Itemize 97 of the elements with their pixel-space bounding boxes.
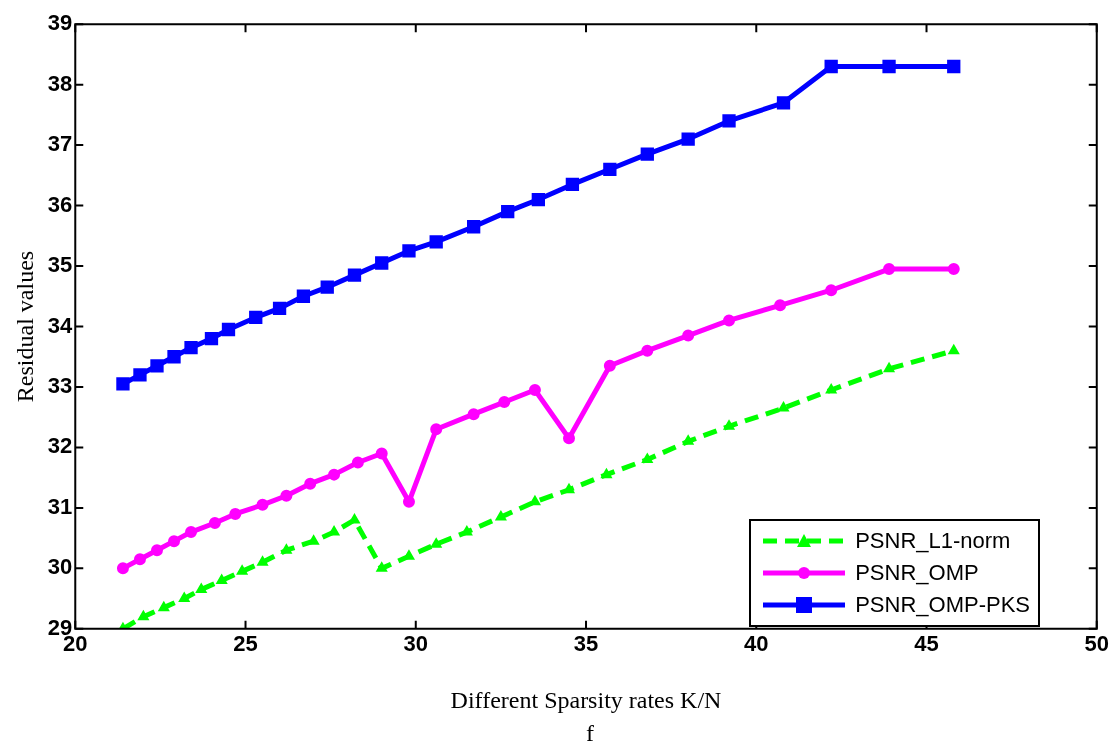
point: [133, 553, 146, 566]
point: [641, 453, 653, 464]
point: [256, 498, 269, 511]
point: [351, 456, 364, 469]
point: [824, 59, 838, 74]
point: [195, 583, 207, 593]
point: [158, 601, 170, 612]
y-tick-label: 36: [47, 191, 73, 217]
y-tick-label: 35: [47, 252, 73, 278]
point: [825, 383, 837, 394]
legend-label: PSNR_L1-norm: [855, 528, 1011, 554]
point: [778, 402, 789, 412]
point: [375, 447, 388, 460]
point: [204, 331, 219, 346]
point: [501, 204, 515, 219]
y-tick-label: 30: [47, 554, 73, 580]
x-tick-label: 30: [403, 631, 429, 657]
point: [641, 344, 654, 357]
point: [883, 362, 895, 373]
y-tick-label: 39: [47, 10, 73, 36]
point: [178, 592, 190, 603]
point: [281, 544, 292, 554]
point: [168, 535, 181, 548]
x-tick-label: 50: [1084, 631, 1110, 657]
point: [467, 220, 481, 234]
point: [257, 556, 268, 566]
point: [682, 435, 694, 445]
point: [883, 263, 896, 276]
point: [467, 408, 480, 421]
point: [320, 280, 334, 294]
x-tick-label: 35: [573, 631, 599, 657]
point: [375, 256, 389, 270]
y-tick-label: 38: [47, 70, 73, 96]
point: [349, 513, 360, 524]
point: [116, 377, 130, 391]
point: [138, 610, 149, 621]
point: [882, 59, 896, 74]
point: [296, 289, 311, 303]
point: [229, 507, 242, 520]
point: [150, 359, 164, 373]
point: [495, 510, 507, 521]
legend-label: PSNR_OMP: [855, 560, 979, 586]
point: [116, 562, 129, 575]
point: [682, 329, 695, 342]
point: [562, 432, 575, 445]
point: [774, 299, 787, 312]
point: [430, 423, 443, 436]
point: [723, 420, 735, 430]
point: [167, 350, 181, 364]
point: [531, 192, 546, 207]
y-tick-label: 33: [47, 373, 73, 399]
point: [402, 244, 416, 258]
point: [947, 59, 961, 74]
x-tick-label: 25: [233, 631, 258, 657]
point: [603, 359, 616, 372]
point: [249, 310, 263, 325]
y-tick-label: 37: [47, 131, 73, 157]
y-tick-label: 32: [47, 433, 73, 459]
point: [723, 314, 736, 327]
point: [184, 341, 198, 355]
point: [376, 562, 388, 572]
point: [304, 477, 317, 490]
point: [402, 495, 415, 508]
point: [528, 383, 541, 396]
text: f: [585, 720, 595, 747]
point: [722, 114, 736, 128]
point: [150, 544, 163, 557]
point: [603, 162, 617, 176]
point: [948, 344, 960, 355]
point: [947, 263, 960, 276]
point: [185, 526, 198, 539]
x-tick-label: 45: [914, 631, 939, 657]
point: [776, 96, 791, 110]
point: [430, 538, 442, 548]
y-tick-label: 31: [47, 493, 73, 519]
point: [328, 468, 341, 481]
y-axis-title: Residual values: [11, 250, 38, 403]
point: [208, 517, 221, 529]
y-tick-label: 34: [47, 312, 74, 338]
point: [272, 301, 287, 316]
point: [133, 368, 147, 382]
point: [563, 483, 575, 494]
point: [681, 132, 695, 146]
point: [236, 565, 248, 575]
point: [347, 268, 362, 282]
x-axis-title: Different Sparsity rates K/N: [450, 686, 722, 713]
point: [429, 235, 443, 249]
x-tick-label: 40: [744, 631, 769, 657]
point: [601, 468, 612, 479]
legend-label: PSNR_OMP-PKS: [855, 592, 1030, 618]
point: [640, 147, 654, 161]
point: [825, 284, 838, 297]
point: [216, 574, 228, 584]
point: [221, 322, 236, 337]
point: [498, 396, 511, 409]
point: [565, 177, 580, 192]
point: [280, 489, 293, 502]
